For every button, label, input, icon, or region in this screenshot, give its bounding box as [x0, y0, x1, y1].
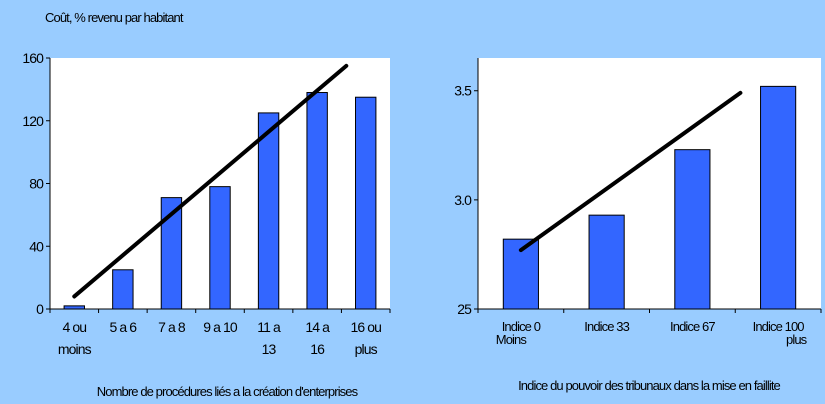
left-bar [209, 186, 231, 310]
right-chart: 25 3.0 3.5 Indice 0 Moins Indice 33 Indice 67 I… [454, 58, 822, 347]
left-trend-line [72, 63, 349, 299]
left-y-tick-label: 0 [36, 301, 44, 317]
left-category-label: 9 a 10 [203, 319, 238, 335]
left-bar [160, 197, 183, 310]
left-category-label: 5 a 6 [110, 319, 138, 335]
right-y-tick-label: 25 [457, 301, 472, 317]
left-chart-title: Coût, % revenu par habitant [45, 10, 184, 25]
left-x-axis-title: Nombre de procédures liés a la création … [97, 384, 359, 399]
right-trend-line [518, 90, 743, 253]
left-bar [306, 92, 328, 310]
right-x-axis-title: Indice du pouvoir des tribunaux dans la … [518, 378, 780, 393]
right-bar [674, 149, 711, 310]
left-category-label: 11 a 13 [257, 319, 281, 357]
left-y-tick-label: 40 [29, 238, 44, 254]
left-category-label: 4 ou moins [58, 319, 92, 357]
right-category-label: Indice 100 plus [753, 319, 808, 347]
right-category-label: Indice 33 [584, 319, 629, 334]
left-category-label: 14 a 16 [305, 319, 330, 357]
right-category-label: Indice 0 Moins [496, 319, 541, 347]
right-y-tick-label: 3.5 [454, 83, 472, 99]
left-category-label: 7 a 8 [158, 319, 186, 335]
left-category-label: 16 ou plus [350, 319, 381, 357]
right-y-tick-label: 3.0 [454, 192, 472, 208]
left-chart: 0 40 80 120 160 4 ou moins 5 a 6 7 a 8 9 a 10 11 a… [22, 50, 391, 357]
left-y-tick-label: 80 [29, 176, 44, 192]
right-bar [588, 214, 625, 310]
right-category-label: Indice 67 [670, 319, 715, 334]
left-bar [112, 269, 134, 310]
left-bar [63, 305, 85, 310]
right-bar [760, 85, 797, 310]
left-bar [355, 96, 377, 310]
left-y-tick-label: 160 [22, 50, 44, 66]
left-y-tick-label: 120 [22, 113, 44, 129]
left-bar [257, 112, 280, 310]
